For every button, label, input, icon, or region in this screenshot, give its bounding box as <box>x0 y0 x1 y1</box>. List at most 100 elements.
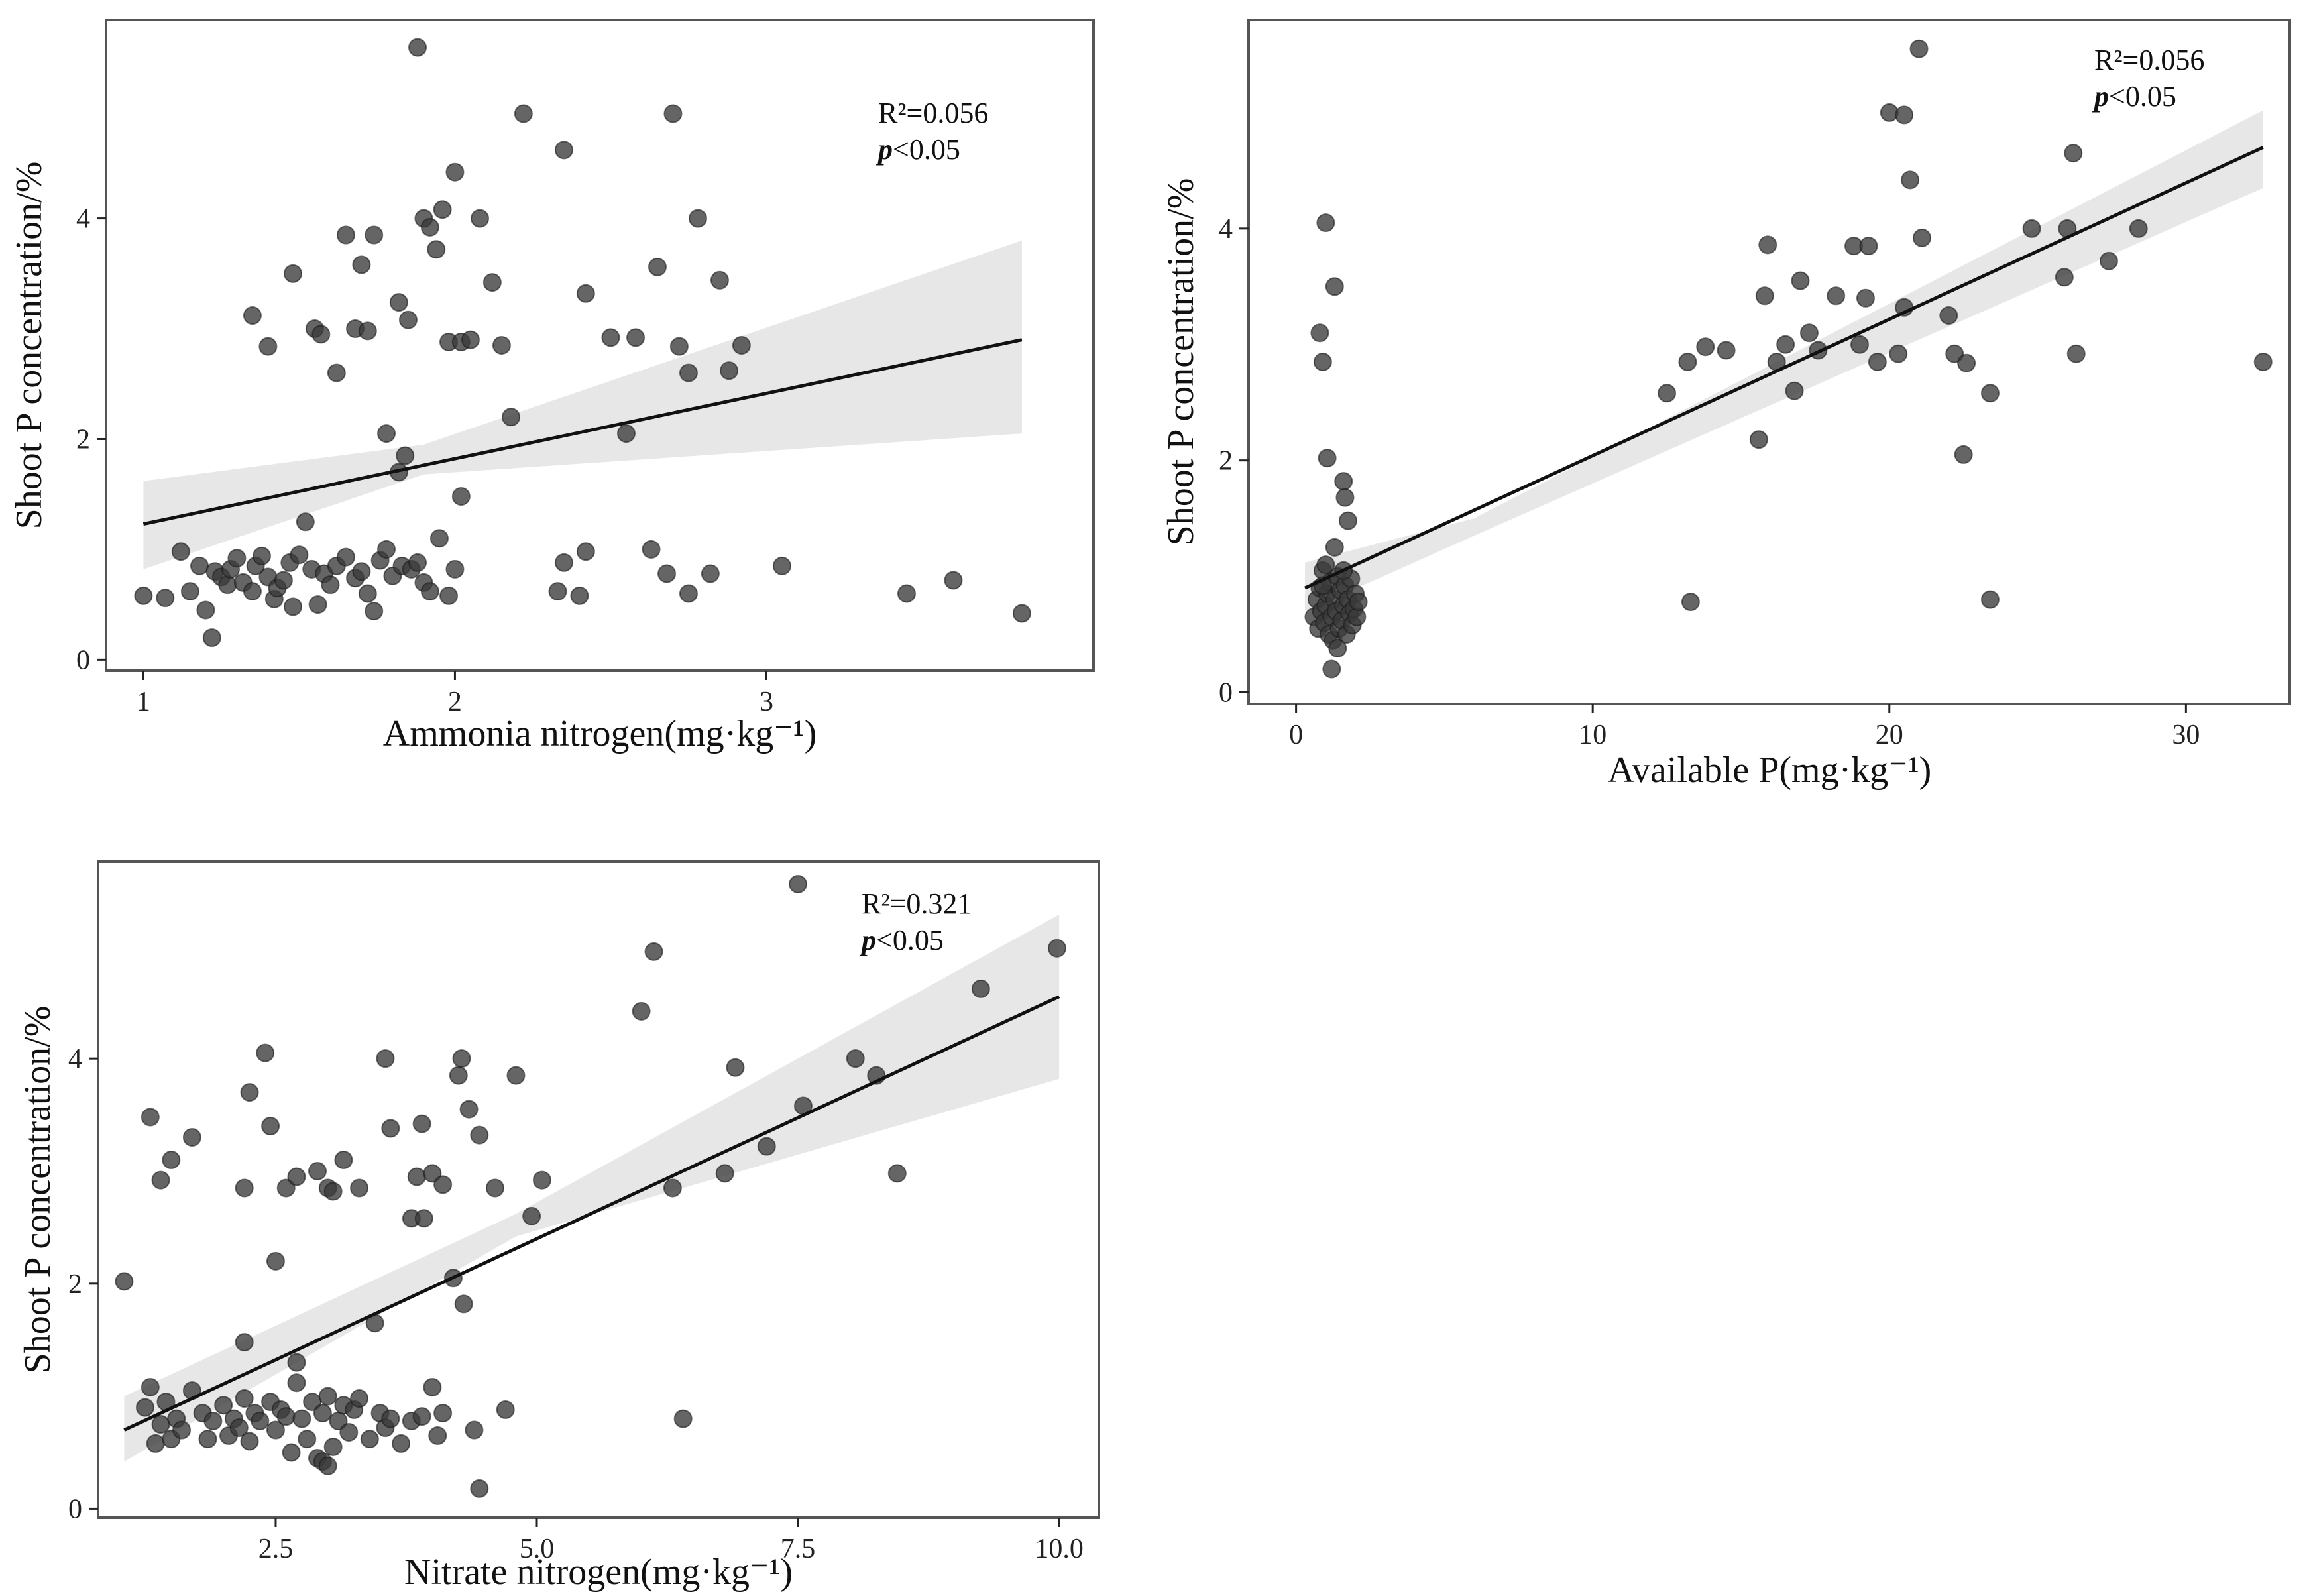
x-tick-label: 1 <box>137 687 150 717</box>
data-point-53 <box>1776 335 1795 354</box>
regression-line <box>1304 146 2264 590</box>
data-point-67 <box>1901 170 1920 190</box>
data-point-86 <box>459 1100 479 1119</box>
data-point-2 <box>141 1378 160 1397</box>
data-point-100 <box>846 1049 865 1068</box>
data-point-81 <box>414 1209 433 1228</box>
data-point-59 <box>284 264 303 283</box>
data-point-13 <box>214 1396 233 1415</box>
data-point-53 <box>772 556 791 575</box>
data-point-2 <box>171 542 190 561</box>
data-point-98 <box>451 487 471 506</box>
data-point-4 <box>151 1415 170 1434</box>
data-point-83 <box>433 1175 453 1194</box>
data-point-25 <box>282 1443 301 1462</box>
data-point-62 <box>162 1151 181 1169</box>
data-point-32 <box>1316 555 1335 575</box>
data-point-85 <box>576 284 595 303</box>
p-value-label: p<0.05 <box>2092 80 2176 113</box>
data-point-45 <box>548 582 567 601</box>
data-point-27 <box>292 1409 311 1428</box>
data-point-44 <box>1681 593 1700 612</box>
p-value-label: p<0.05 <box>859 924 944 956</box>
data-point-22 <box>266 1420 285 1440</box>
data-point-45 <box>412 1407 431 1426</box>
data-point-85 <box>452 1049 471 1068</box>
data-point-46 <box>554 553 573 572</box>
y-tick-label: 4 <box>1219 214 1233 245</box>
y-axis-label: Shoot P concentration/% <box>1160 178 1202 546</box>
r-squared-label: R²=0.321 <box>862 887 972 920</box>
data-point-45 <box>1980 590 2000 609</box>
data-point-29 <box>336 547 355 567</box>
data-point-70 <box>398 310 418 329</box>
data-point-95 <box>715 1164 734 1183</box>
data-point-87 <box>616 424 636 443</box>
data-point-71 <box>1909 39 1929 58</box>
data-point-50 <box>1749 430 1768 449</box>
data-point-47 <box>570 586 589 605</box>
data-point-102 <box>887 1164 907 1183</box>
data-point-83 <box>514 104 533 123</box>
data-point-52 <box>701 564 720 583</box>
data-point-19 <box>274 571 293 590</box>
data-point-38 <box>350 1389 369 1408</box>
data-point-64 <box>1758 235 1777 255</box>
data-point-70 <box>287 1167 306 1186</box>
data-point-90 <box>522 1206 541 1226</box>
y-tick-label: 0 <box>1219 678 1233 709</box>
data-point-27 <box>321 575 340 595</box>
data-point-5 <box>196 600 215 620</box>
data-point-33 <box>323 1438 343 1457</box>
data-point-75 <box>1957 353 1976 372</box>
data-point-86 <box>601 328 620 347</box>
data-point-57 <box>243 306 262 325</box>
data-point-80 <box>2064 144 2083 163</box>
data-point-66 <box>1895 105 1914 125</box>
data-point-31 <box>1325 538 1344 557</box>
data-point-67 <box>365 225 384 245</box>
data-point-84 <box>554 141 573 160</box>
data-point-74 <box>1954 445 1973 464</box>
data-point-58 <box>258 337 278 356</box>
data-point-39 <box>360 1430 379 1449</box>
data-point-51 <box>496 1400 515 1419</box>
data-point-54 <box>897 584 916 603</box>
data-point-0 <box>134 586 153 605</box>
data-point-40 <box>1318 449 1337 468</box>
data-point-80 <box>412 1114 431 1133</box>
data-point-88 <box>485 1178 504 1198</box>
data-point-43 <box>439 586 459 605</box>
data-point-69 <box>389 293 408 312</box>
data-point-67 <box>261 1117 280 1136</box>
data-point-36 <box>339 1422 359 1442</box>
data-point-70 <box>1889 344 1908 363</box>
data-point-31 <box>352 562 371 581</box>
data-point-75 <box>350 1178 369 1198</box>
data-point-61 <box>311 325 331 344</box>
data-point-92 <box>632 1001 651 1021</box>
data-point-62 <box>327 363 346 382</box>
data-point-81 <box>2066 344 2086 363</box>
x-tick-label: 10 <box>1579 720 1606 750</box>
data-point-68 <box>266 1251 285 1271</box>
x-tick-label: 2 <box>448 687 462 717</box>
data-point-6 <box>202 628 221 648</box>
data-point-28 <box>298 1430 317 1449</box>
data-point-71 <box>308 1161 327 1180</box>
y-tick-label: 0 <box>68 1494 82 1524</box>
data-point-11 <box>227 549 247 568</box>
panel-ammonia: 1 2 3 0 2 4 Ammonia nitrogen(mg·kg⁻¹) Shoot P c… <box>9 19 1095 754</box>
data-point-41 <box>1334 472 1353 491</box>
data-point-26 <box>287 1373 306 1393</box>
x-axis-label: Nitrate nitrogen(mg·kg⁻¹) <box>404 1552 793 1593</box>
data-point-52 <box>673 1409 693 1428</box>
data-point-32 <box>358 584 377 603</box>
data-point-42 <box>1335 488 1355 507</box>
data-point-18 <box>240 1432 259 1451</box>
x-tick-label: 2.5 <box>258 1534 294 1564</box>
data-point-96 <box>726 1058 745 1077</box>
data-point-96 <box>732 336 751 355</box>
data-point-68 <box>1913 228 1932 247</box>
x-tick-label: 0 <box>1289 720 1303 750</box>
